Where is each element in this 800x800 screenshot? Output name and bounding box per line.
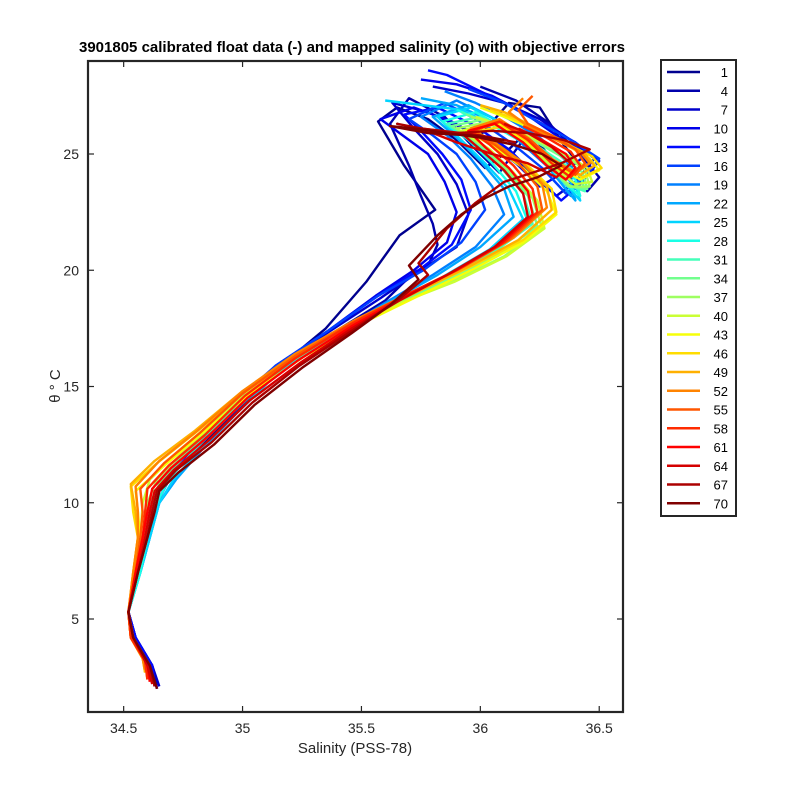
legend-label: 61 [714,440,728,455]
legend-box [660,59,737,517]
legend-items: 1 4 7 10 13 16 19 22 25 28 31 34 37 40 43 46 49 52 55 58 61 6… [667,65,728,511]
series-line-55 [127,95,587,680]
legend-item-67: 67 [667,478,728,493]
legend-label: 64 [714,459,728,474]
legend-item-46: 46 [667,346,728,361]
legend-item-40: 40 [667,309,728,324]
y-tick-label: 10 [63,495,79,511]
x-tick-label: 35 [235,720,251,736]
y-tick-label: 25 [63,146,79,162]
legend-item-16: 16 [667,159,728,174]
legend-label: 25 [714,215,728,230]
legend-label: 28 [714,234,728,249]
legend-label: 49 [714,365,728,380]
legend-label: 22 [714,196,728,211]
y-tick-label: 5 [71,611,79,627]
legend: 1 4 7 10 13 16 19 22 25 28 31 34 37 40 43 46 49 52 55 58 61 6… [660,59,737,517]
y-axis-label: θ ° C [47,369,64,403]
x-tick-label: 34.5 [110,720,137,736]
x-tick-label: 36.5 [586,720,613,736]
chart-title: 3901805 calibrated float data (-) and ma… [79,39,625,56]
legend-label: 31 [714,253,728,268]
series-line-52 [127,97,591,671]
series-layer [127,69,603,690]
legend-label: 67 [714,478,728,493]
legend-label: 1 [721,65,728,80]
legend-item-34: 34 [667,271,728,286]
legend-item-52: 52 [667,384,728,399]
legend-item-25: 25 [667,215,728,230]
legend-label: 4 [721,84,728,99]
legend-label: 19 [714,178,728,193]
legend-label: 10 [714,121,728,136]
legend-label: 70 [714,496,728,511]
series-line-70 [127,124,563,690]
legend-label: 7 [721,103,728,118]
legend-item-37: 37 [667,290,728,305]
legend-item-28: 28 [667,234,728,249]
legend-item-1: 1 [667,65,728,80]
legend-label: 37 [714,290,728,305]
x-tick-label: 35.5 [348,720,375,736]
legend-label: 52 [714,384,728,399]
legend-item-4: 4 [667,84,728,99]
legend-item-70: 70 [667,496,728,511]
legend-item-43: 43 [667,328,728,343]
legend-item-7: 7 [667,103,728,118]
legend-label: 13 [714,140,728,155]
legend-label: 55 [714,403,728,418]
series-line-64 [127,122,572,685]
legend-label: 16 [714,159,728,174]
y-tick-label: 15 [63,379,79,395]
legend-item-19: 19 [667,178,728,193]
y-tick-label: 20 [63,262,79,278]
legend-item-22: 22 [667,196,728,211]
legend-item-49: 49 [667,365,728,380]
legend-item-13: 13 [667,140,728,155]
legend-item-10: 10 [667,121,728,136]
x-axis-label: Salinity (PSS-78) [298,740,412,757]
x-tick-label: 36 [473,720,489,736]
legend-item-31: 31 [667,253,728,268]
legend-label: 43 [714,328,728,343]
legend-item-61: 61 [667,440,728,455]
plot-area [88,61,623,712]
legend-item-55: 55 [667,403,728,418]
legend-label: 34 [714,271,728,286]
legend-label: 46 [714,346,728,361]
legend-item-58: 58 [667,421,728,436]
ticks-layer: 34.5 35 35.5 36 36.5 5 10 15 20 25 [63,61,623,736]
legend-label: 58 [714,421,728,436]
legend-label: 40 [714,309,728,324]
plot-frame [86,59,625,714]
legend-item-64: 64 [667,459,728,474]
